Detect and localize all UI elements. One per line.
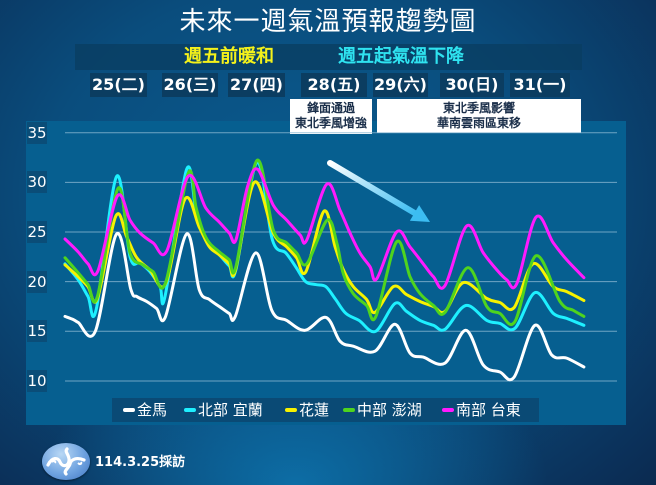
subtitle-warm: 週五前暖和 (184, 46, 274, 67)
y-tick-label: 30 (27, 171, 47, 194)
day-label-31: 31(一) (510, 73, 570, 97)
day-label-27: 27(四) (228, 73, 285, 97)
y-tick-label: 35 (27, 121, 47, 144)
y-tick-label: 10 (27, 369, 47, 392)
day-label-26: 26(三) (162, 73, 218, 97)
note-line: 鋒面通過 (306, 101, 355, 115)
weather-agency-logo-icon (42, 443, 90, 480)
legend-swatch (442, 408, 454, 412)
subtitle-cooling: 週五起氣溫下降 (338, 46, 464, 67)
y-tick-label: 15 (27, 320, 47, 343)
note-line: 華南雲雨區東移 (436, 116, 521, 130)
legend-label: 金馬 (137, 401, 168, 419)
legend-item-north-yilan: 北部 宜蘭 (184, 398, 263, 422)
legend-item-central-penghu: 中部 澎湖 (343, 398, 422, 422)
legend-swatch (123, 408, 135, 412)
legend-swatch (184, 408, 196, 412)
subtitle-bar: 週五前暖和 週五起氣溫下降 (75, 44, 582, 70)
note-line: 東北季風增強 (294, 116, 367, 130)
legend-item-kinmen-matsu: 金馬 (123, 398, 167, 422)
legend-swatch (343, 408, 355, 412)
legend-item-hualien: 花蓮 (285, 398, 329, 422)
day-label-25: 25(二) (90, 73, 147, 97)
y-tick-label: 20 (27, 270, 47, 293)
legend-label: 中部 澎湖 (357, 401, 422, 419)
day-label-28: 28(五) (301, 73, 367, 97)
legend-item-south-taitung: 南部 台東 (442, 398, 521, 422)
page-title: 未來一週氣溫預報趨勢圖 (179, 7, 477, 37)
chart-panel (26, 121, 626, 425)
legend-label: 南部 台東 (456, 401, 521, 419)
legend-label: 北部 宜蘭 (198, 401, 263, 419)
legend-label: 花蓮 (299, 401, 330, 419)
day-label-30: 30(日) (440, 73, 504, 97)
interview-date: 114.3.25採訪 (95, 455, 186, 470)
legend-swatch (285, 408, 297, 412)
chart-legend: 金馬 北部 宜蘭 花蓮 中部 澎湖 南部 台東 (112, 398, 539, 422)
day-label-29: 29(六) (373, 73, 428, 97)
note-line: 東北季風影響 (442, 101, 515, 115)
y-tick-label: 25 (27, 221, 47, 243)
note-front-passing: 鋒面通過 東北季風增強 (290, 99, 372, 134)
note-monsoon-effect: 東北季風影響 華南雲雨區東移 (377, 99, 581, 133)
